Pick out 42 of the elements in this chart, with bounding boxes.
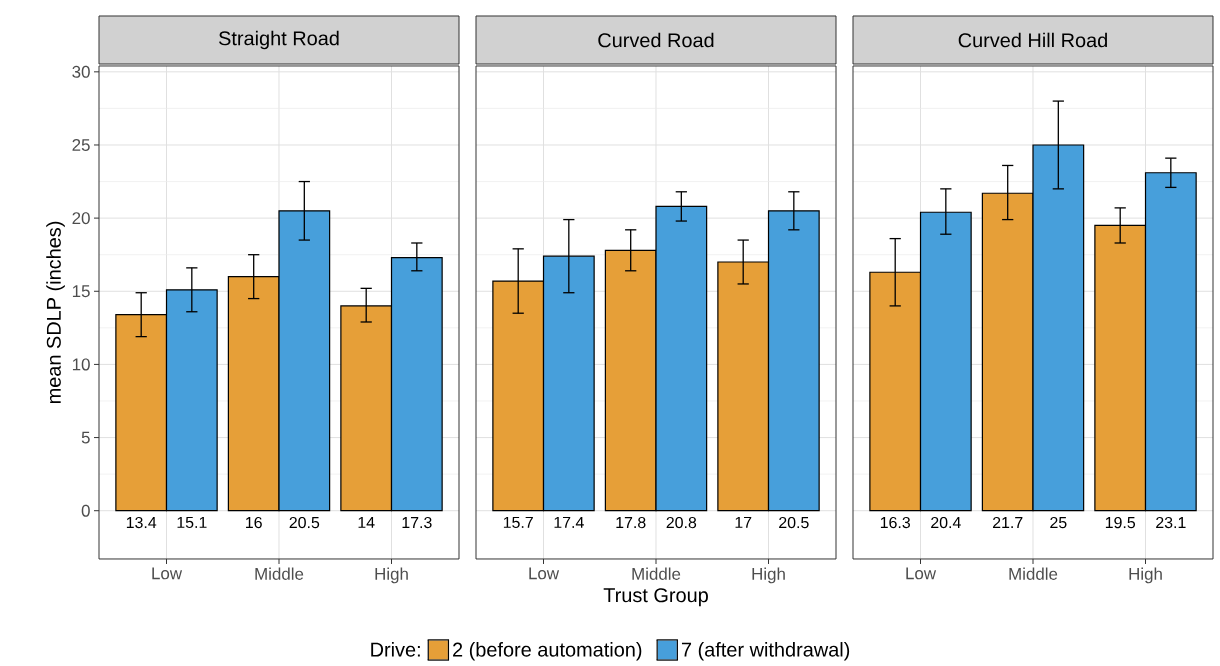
data-label: 20.5 (289, 516, 320, 529)
y-tick-label: 15 (72, 285, 90, 298)
y-tick-label: 30 (72, 65, 90, 78)
x-tick-label: Low (152, 567, 183, 580)
y-tick-label: 20 (72, 212, 90, 225)
data-label: 17.8 (616, 516, 646, 529)
data-label: 14 (358, 516, 375, 528)
data-label: 16.3 (880, 516, 910, 529)
data-label: 13.4 (126, 516, 157, 529)
x-tick-label: Middle (255, 567, 304, 580)
x-tick-label: Low (529, 567, 560, 580)
data-label: 17.3 (402, 516, 432, 529)
y-axis-title: mean SDLP (inches) (46, 221, 65, 404)
data-label: 16 (246, 516, 262, 529)
x-axis-title: Trust Group (603, 588, 708, 607)
data-label: 20.5 (779, 516, 809, 529)
y-tick-label: 10 (72, 358, 90, 371)
chart-title: Curved Hill Road (958, 32, 1107, 48)
legend-label: 2 (before automation) (453, 642, 642, 661)
chart-title: Straight Road (219, 30, 339, 50)
x-tick-label: High (1129, 567, 1162, 584)
data-label: 19.5 (1105, 516, 1136, 529)
legend-title: Drive: (371, 642, 420, 657)
data-label: 17.4 (554, 516, 584, 528)
x-tick-label: Middle (632, 567, 681, 580)
x-tick-label: High (752, 567, 785, 584)
data-label: 23.1 (1156, 516, 1186, 529)
data-label: 21.7 (992, 516, 1023, 529)
data-label: 20.8 (666, 516, 697, 529)
chart-title: Curved Road (598, 32, 714, 48)
y-tick-label: 0 (81, 504, 90, 517)
x-tick-label: Middle (1009, 567, 1058, 580)
y-tick-label: 25 (72, 138, 90, 151)
x-tick-label: High (375, 567, 408, 584)
x-tick-label: Low (906, 567, 937, 580)
data-label: 17 (735, 516, 752, 528)
data-label: 20.4 (931, 516, 961, 529)
y-tick-label: 5 (81, 431, 90, 444)
data-label: 15.7 (503, 516, 533, 529)
data-label: 25 (1050, 516, 1067, 529)
legend-label: 7 (after withdrawal) (681, 642, 850, 661)
data-label: 15.1 (177, 516, 207, 529)
